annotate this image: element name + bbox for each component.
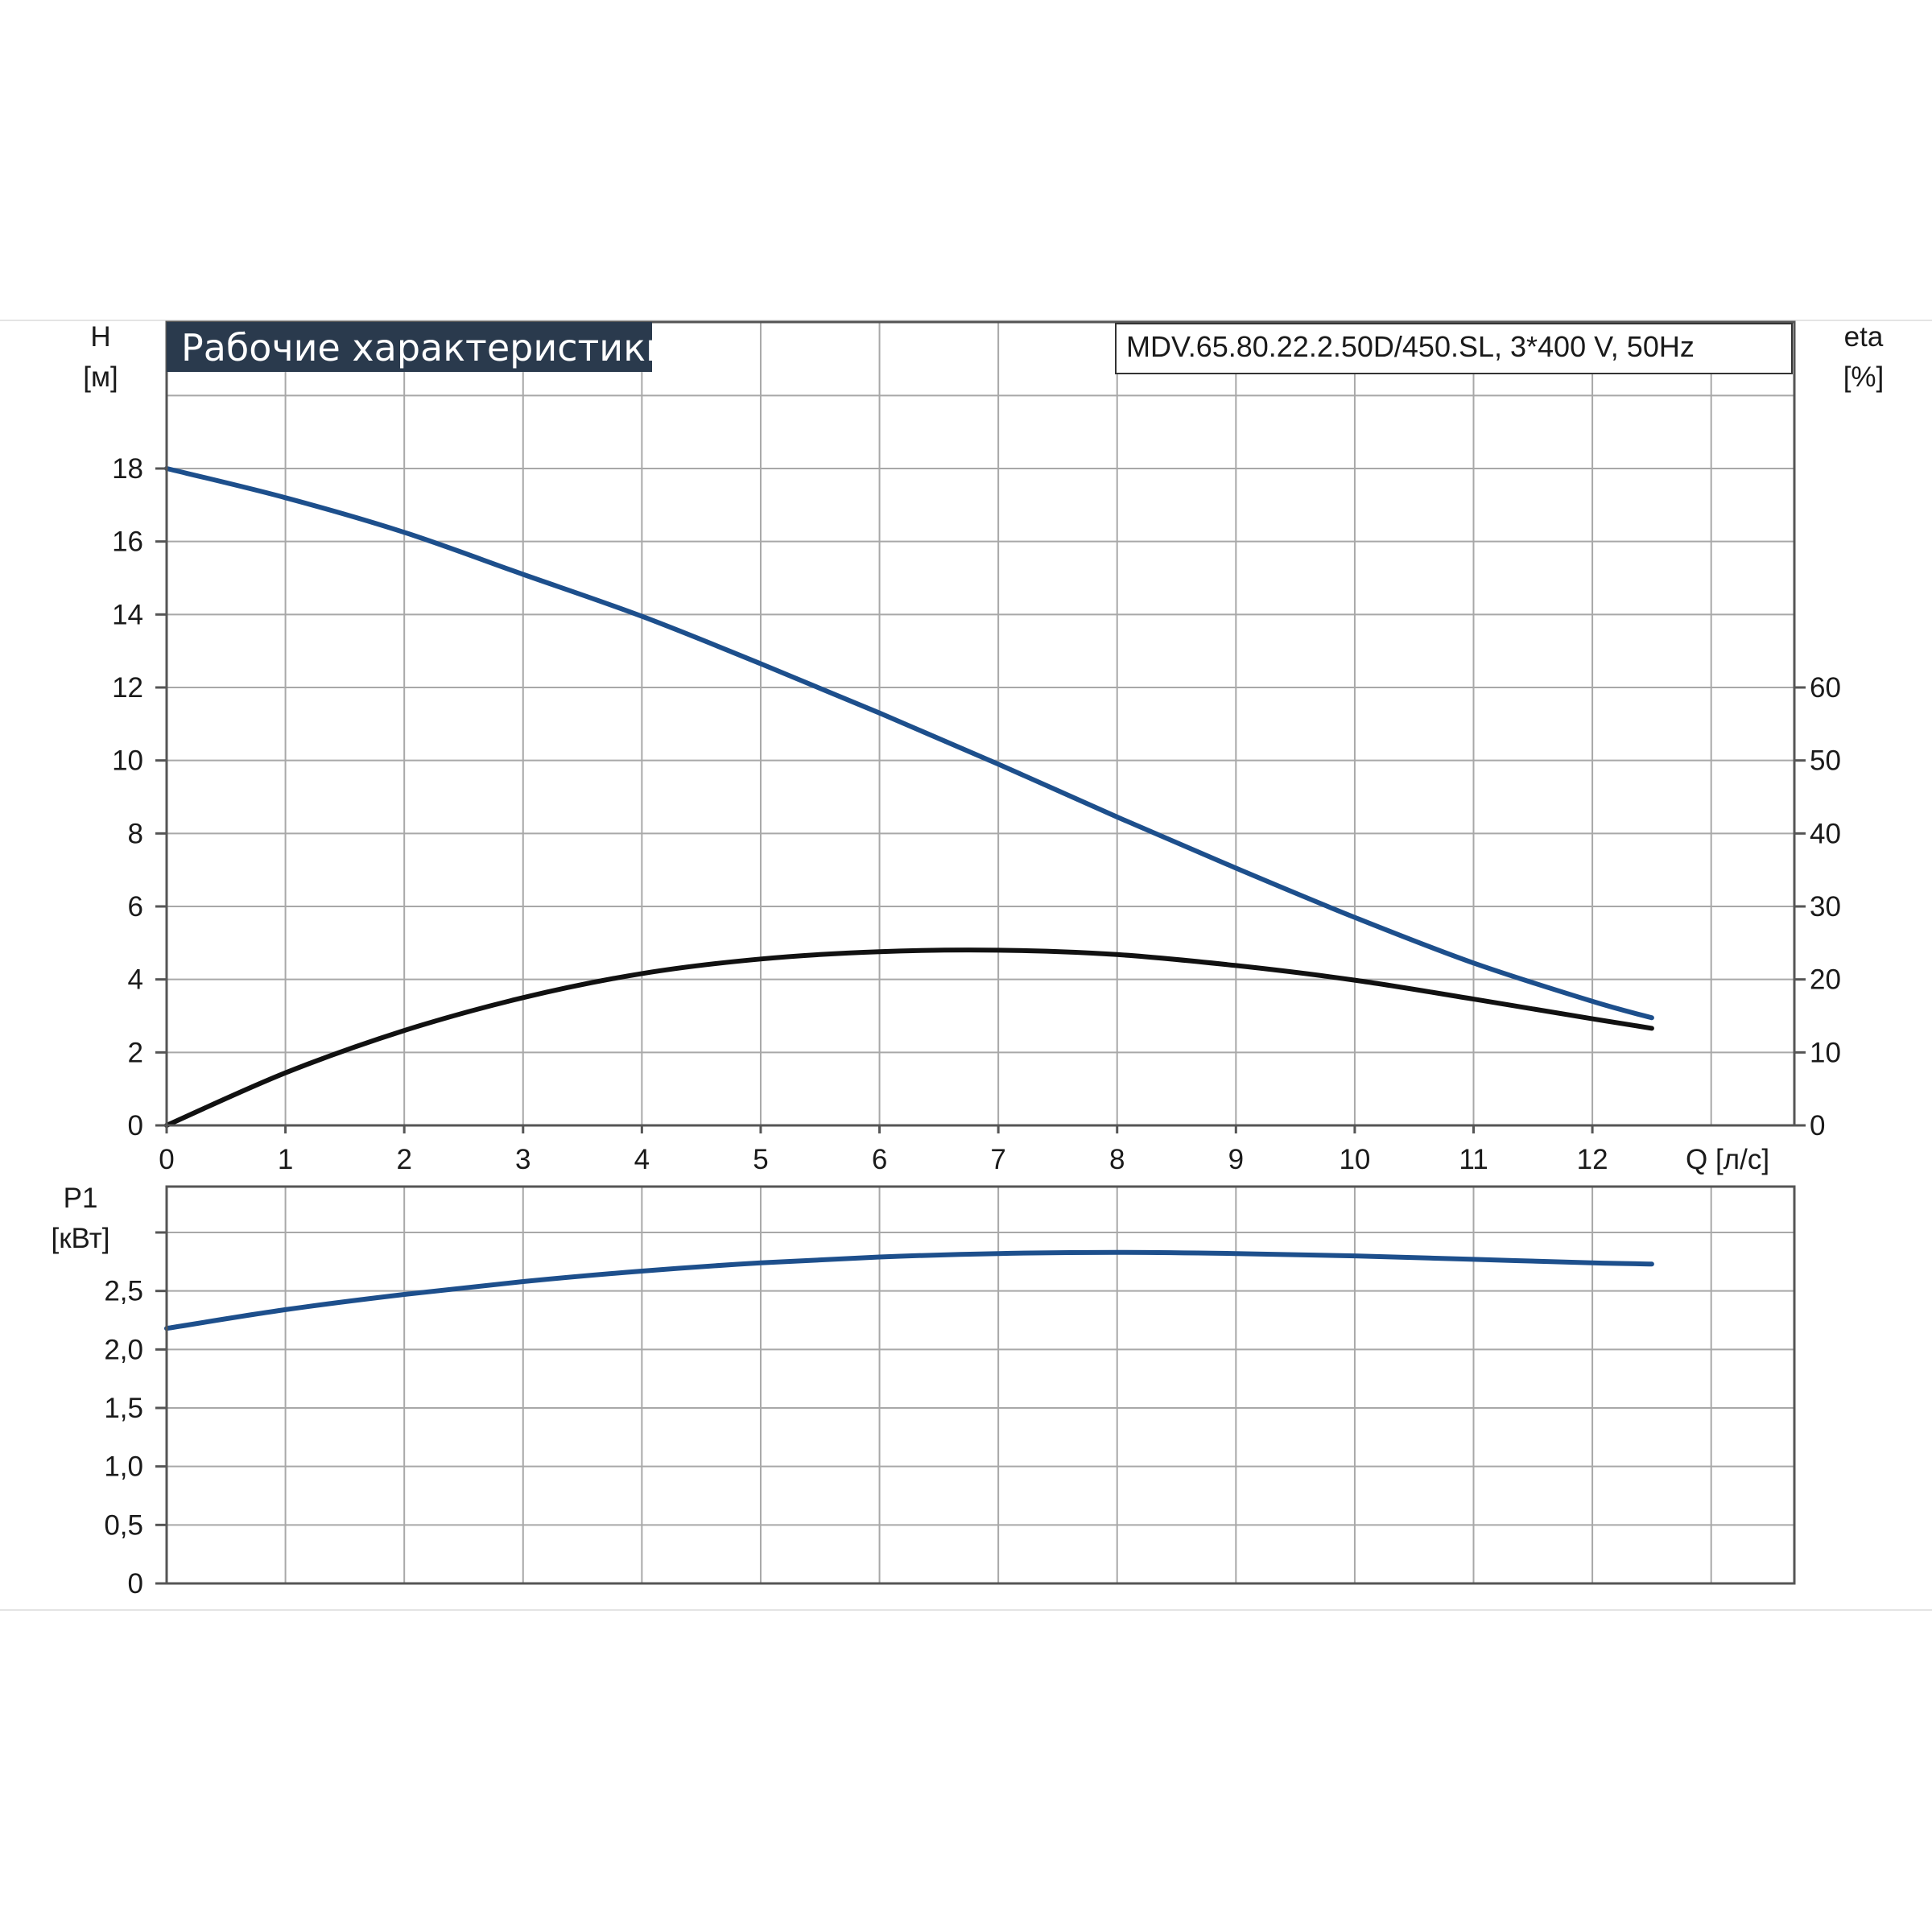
y-tick-label: 0 bbox=[128, 1110, 143, 1141]
x-tick-label: 1 bbox=[278, 1144, 293, 1175]
y-tick-label: 10 bbox=[112, 745, 143, 777]
x-tick-label: 7 bbox=[990, 1144, 1005, 1175]
y2-tick-label: 60 bbox=[1810, 672, 1841, 704]
y2-axis-title-symbol: eta bbox=[1844, 321, 1884, 353]
p1-tick-label: 0 bbox=[128, 1568, 143, 1600]
bottom-ticks: 0 0,5 1,0 1,5 2,0 2,5 bbox=[104, 1231, 167, 1600]
x-tick-label: 3 bbox=[515, 1144, 530, 1175]
title-banner bbox=[167, 322, 652, 372]
y2-tick-label: 50 bbox=[1810, 745, 1841, 777]
efficiency-curve bbox=[164, 947, 1654, 1128]
top-plot-frame bbox=[165, 320, 1796, 1127]
p1-tick-label: 2,0 bbox=[104, 1334, 143, 1365]
x-tick-label: 6 bbox=[872, 1144, 887, 1175]
bottom-curves bbox=[164, 1249, 1654, 1331]
x-tick-label: 9 bbox=[1228, 1144, 1244, 1175]
y2-tick-label: 0 bbox=[1810, 1110, 1825, 1141]
x-tick-label: 8 bbox=[1109, 1144, 1125, 1175]
x-tick-label: 11 bbox=[1459, 1144, 1488, 1175]
y-axis-title-symbol: H bbox=[90, 321, 110, 353]
p1-axis-title-unit: [кВт] bbox=[52, 1223, 110, 1254]
power-panel: 0 0,5 1,0 1,5 2,0 2,5 P1 [кВт] bbox=[52, 1183, 1796, 1600]
p1-tick-label: 1,0 bbox=[104, 1451, 143, 1483]
y-tick-label: 16 bbox=[112, 526, 143, 558]
y-tick-label: 14 bbox=[112, 599, 143, 630]
p1-axis-title-symbol: P1 bbox=[64, 1183, 98, 1214]
y2-tick-label: 30 bbox=[1810, 891, 1841, 923]
x-tick-label: 10 bbox=[1339, 1144, 1370, 1175]
y2-tick-label: 40 bbox=[1810, 818, 1841, 849]
y2-tick-label: 20 bbox=[1810, 964, 1841, 996]
y-tick-label: 8 bbox=[128, 818, 143, 849]
bottom-plot-frame bbox=[165, 1185, 1796, 1585]
head-curve bbox=[164, 466, 1654, 1021]
model-label-box bbox=[1115, 323, 1793, 374]
x-tick-label: 12 bbox=[1577, 1144, 1608, 1175]
y-tick-label: 18 bbox=[112, 453, 143, 485]
y2-tick-label: 10 bbox=[1810, 1037, 1841, 1068]
top-curves bbox=[164, 466, 1654, 1128]
y-axis-title-unit: [м] bbox=[83, 361, 118, 393]
bottom-grid bbox=[166, 1187, 1794, 1584]
head-efficiency-panel: 0 1 2 3 4 5 6 7 8 9 10 11 12024681012141618010203040… bbox=[83, 320, 1885, 1175]
y-tick-label: 4 bbox=[128, 964, 143, 996]
p1-tick-label: 2,5 bbox=[104, 1276, 143, 1307]
top-grid bbox=[166, 322, 1794, 1126]
model-label: MDV.65.80.22.2.50D/450.SL, 3*400 V, 50Hz bbox=[1126, 330, 1695, 363]
y-tick-label: 2 bbox=[128, 1037, 143, 1068]
power-curve bbox=[164, 1249, 1654, 1331]
y-tick-label: 6 bbox=[128, 891, 143, 923]
chart-title: Рабочие характеристики bbox=[181, 326, 670, 369]
x-tick-label: 2 bbox=[396, 1144, 411, 1175]
top-ticks: 0 1 2 3 4 5 6 7 8 9 10 11 12024681012141618010203040… bbox=[112, 453, 1841, 1175]
x-tick-label: 4 bbox=[634, 1144, 650, 1175]
p1-tick-label: 0,5 bbox=[104, 1509, 143, 1541]
x-axis-title: Q [л/с] bbox=[1686, 1144, 1769, 1175]
y-tick-label: 12 bbox=[112, 672, 143, 704]
y2-axis-title-unit: [%] bbox=[1843, 361, 1885, 393]
x-tick-label: 0 bbox=[159, 1144, 174, 1175]
p1-tick-label: 1,5 bbox=[104, 1393, 143, 1424]
x-tick-label: 5 bbox=[753, 1144, 768, 1175]
